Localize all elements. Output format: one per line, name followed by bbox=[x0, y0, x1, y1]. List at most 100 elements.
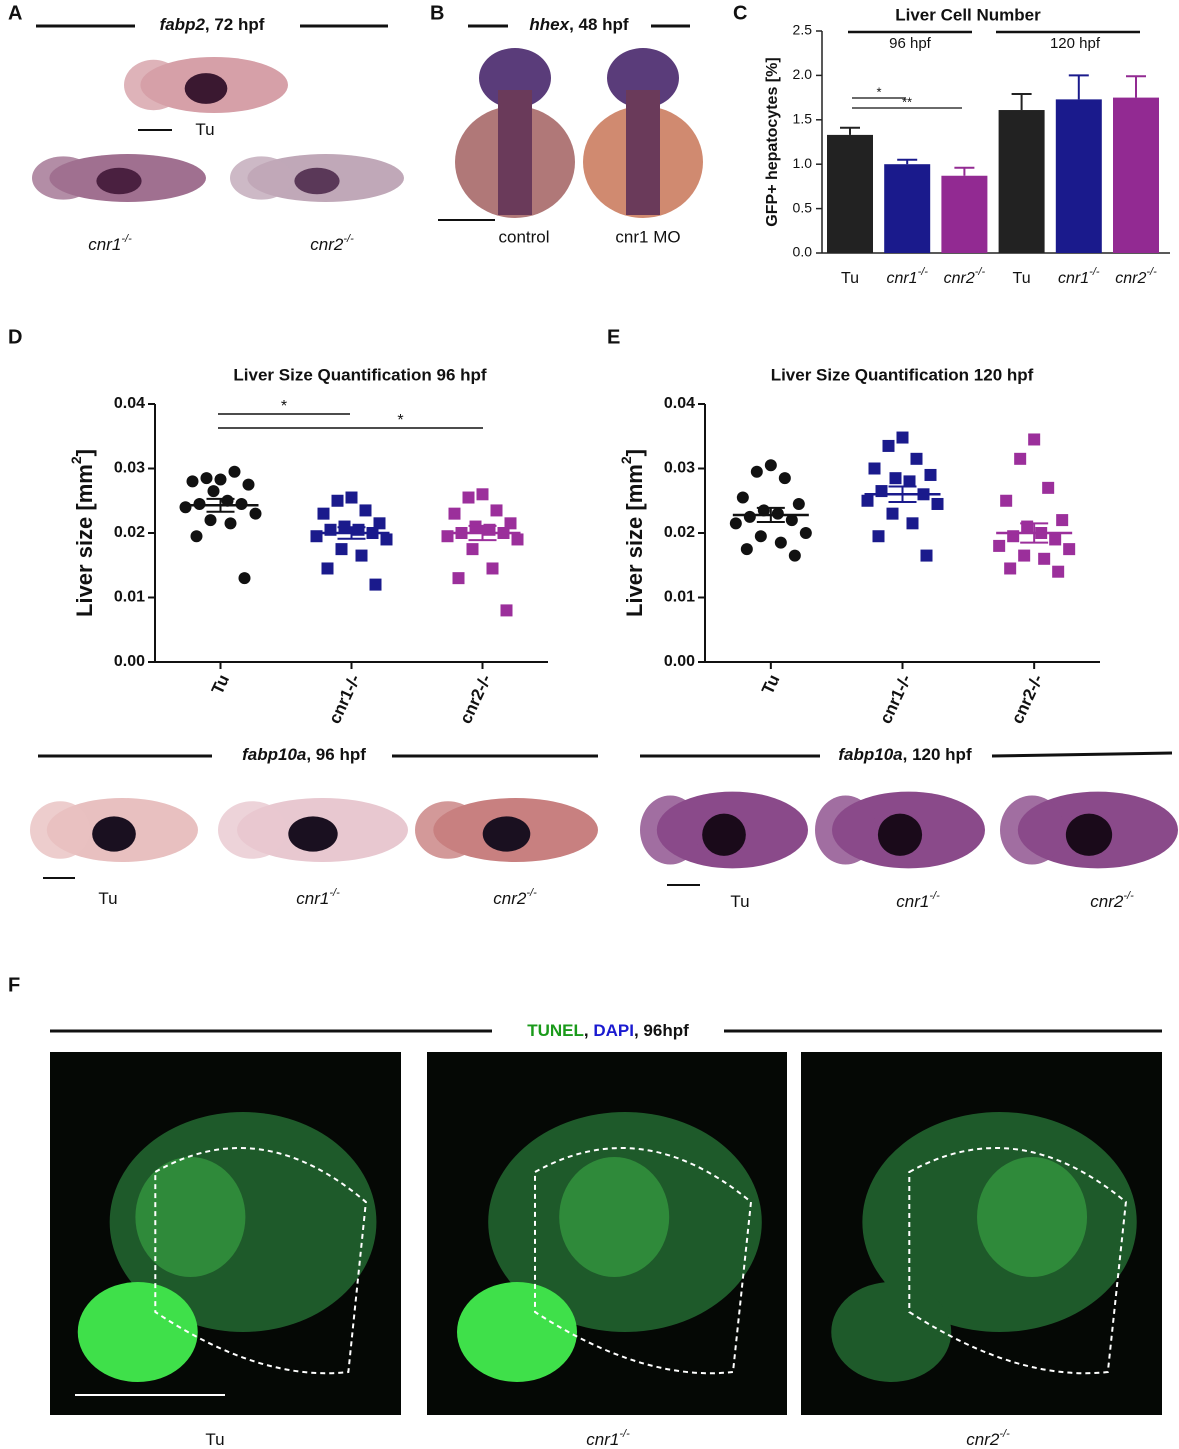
embryo-head bbox=[640, 795, 701, 865]
gut bbox=[135, 1157, 246, 1277]
embryo-liver bbox=[184, 73, 228, 104]
data-point bbox=[754, 530, 767, 543]
x-tick-label: cnr2-/- bbox=[456, 672, 495, 727]
embryo-head bbox=[607, 48, 679, 108]
data-point bbox=[490, 504, 503, 517]
data-point bbox=[771, 507, 784, 520]
x-tick-label: Tu bbox=[1013, 270, 1031, 287]
data-point bbox=[1038, 552, 1051, 565]
x-tick-label-main: Tu bbox=[841, 270, 859, 287]
image-label-sup: -/- bbox=[619, 1428, 630, 1440]
data-point bbox=[249, 507, 262, 520]
bar bbox=[827, 134, 873, 253]
data-point bbox=[920, 549, 933, 562]
image-label: cnr1-/- bbox=[88, 233, 132, 255]
embryo-image bbox=[230, 154, 404, 202]
data-point bbox=[369, 578, 382, 591]
data-point bbox=[200, 472, 213, 485]
data-point bbox=[792, 497, 805, 510]
x-tick-label: cnr2-/- bbox=[1008, 672, 1047, 727]
embryo-head bbox=[479, 48, 551, 108]
embryo-liver bbox=[1065, 813, 1113, 856]
data-point bbox=[355, 549, 368, 562]
x-tick-label-main: cnr1 bbox=[1058, 270, 1089, 287]
data-point bbox=[1063, 543, 1076, 556]
image-label: control bbox=[498, 227, 549, 246]
data-point bbox=[868, 462, 881, 475]
embryo-head bbox=[124, 59, 184, 111]
data-point bbox=[872, 530, 885, 543]
data-point bbox=[466, 543, 479, 556]
image-label: Tu bbox=[730, 892, 749, 911]
data-point bbox=[903, 475, 916, 488]
significance-label: * bbox=[397, 412, 403, 429]
embryo-liver bbox=[702, 813, 746, 856]
y-axis-label: Liver size [mm2] bbox=[68, 449, 97, 617]
data-point bbox=[1014, 452, 1027, 465]
x-tick-label-main: Tu bbox=[1013, 270, 1031, 287]
image-label-sup: -/- bbox=[999, 1428, 1010, 1440]
embryo-image bbox=[124, 57, 288, 113]
data-point bbox=[204, 514, 217, 527]
data-point bbox=[1004, 562, 1017, 575]
data-point bbox=[345, 491, 358, 504]
data-point bbox=[486, 562, 499, 575]
embryo-image bbox=[218, 798, 408, 862]
x-tick-label-main: cnr2 bbox=[944, 270, 975, 287]
y-label-sup: 2 bbox=[618, 456, 634, 464]
x-tick-label: cnr1-/- bbox=[876, 672, 915, 727]
y-tick-label: 0.0 bbox=[793, 244, 813, 260]
image-label: cnr2-/- bbox=[493, 887, 537, 909]
bar bbox=[1113, 97, 1159, 253]
y-tick-label: 0.5 bbox=[793, 199, 813, 215]
data-point bbox=[238, 572, 251, 585]
panel-title: hhex, 48 hpf bbox=[529, 15, 629, 34]
y-label-text: Liver size [mm bbox=[622, 464, 647, 617]
image-label-main: Tu bbox=[730, 892, 749, 911]
y-tick-label: 0.03 bbox=[664, 460, 695, 477]
data-point bbox=[380, 533, 393, 546]
data-point bbox=[778, 472, 791, 485]
image-label-sup: -/- bbox=[1123, 890, 1134, 902]
data-point bbox=[743, 510, 756, 523]
y-tick-label: 0.02 bbox=[664, 524, 695, 541]
image-label: Tu bbox=[98, 889, 117, 908]
embryo-head bbox=[415, 801, 481, 859]
bar bbox=[941, 175, 988, 253]
data-point bbox=[882, 439, 895, 452]
x-tick-label-sup: -/- bbox=[975, 266, 986, 278]
data-point bbox=[785, 514, 798, 527]
bar bbox=[1055, 99, 1102, 253]
data-point bbox=[331, 494, 344, 507]
panel-letter: D bbox=[8, 326, 22, 348]
data-point bbox=[228, 465, 241, 478]
x-tick-label-sup: -/- bbox=[1146, 266, 1157, 278]
image-label-main: Tu bbox=[195, 120, 214, 139]
image-label-main: cnr1 bbox=[586, 1430, 619, 1449]
embryo-trunk bbox=[626, 90, 660, 215]
panel-letter: A bbox=[8, 2, 22, 24]
y-tick-label: 1.0 bbox=[793, 155, 813, 171]
image-label-sup: -/- bbox=[329, 887, 340, 899]
y-tick-label: 0.00 bbox=[664, 653, 695, 670]
data-point bbox=[906, 517, 919, 530]
data-point bbox=[186, 475, 199, 488]
significance-label: * bbox=[876, 84, 881, 99]
data-point bbox=[1018, 549, 1031, 562]
data-point bbox=[242, 478, 255, 491]
bright-cells bbox=[77, 1282, 198, 1382]
embryo-head bbox=[815, 795, 877, 865]
y-tick-label: 0.01 bbox=[114, 589, 145, 606]
data-point bbox=[373, 517, 386, 530]
image-label-main: cnr2 bbox=[1090, 892, 1124, 911]
image-label: cnr1-/- bbox=[896, 890, 940, 912]
embryo-head bbox=[32, 156, 95, 200]
data-point bbox=[924, 468, 937, 481]
image-label: cnr2-/- bbox=[1090, 890, 1134, 912]
data-point bbox=[193, 497, 206, 510]
data-point bbox=[190, 530, 203, 543]
chart-title: Liver Size Quantification 120 hpf bbox=[771, 365, 1034, 384]
data-point bbox=[321, 562, 334, 575]
image-label-sup: -/- bbox=[343, 233, 354, 245]
significance-label: ** bbox=[902, 94, 912, 109]
